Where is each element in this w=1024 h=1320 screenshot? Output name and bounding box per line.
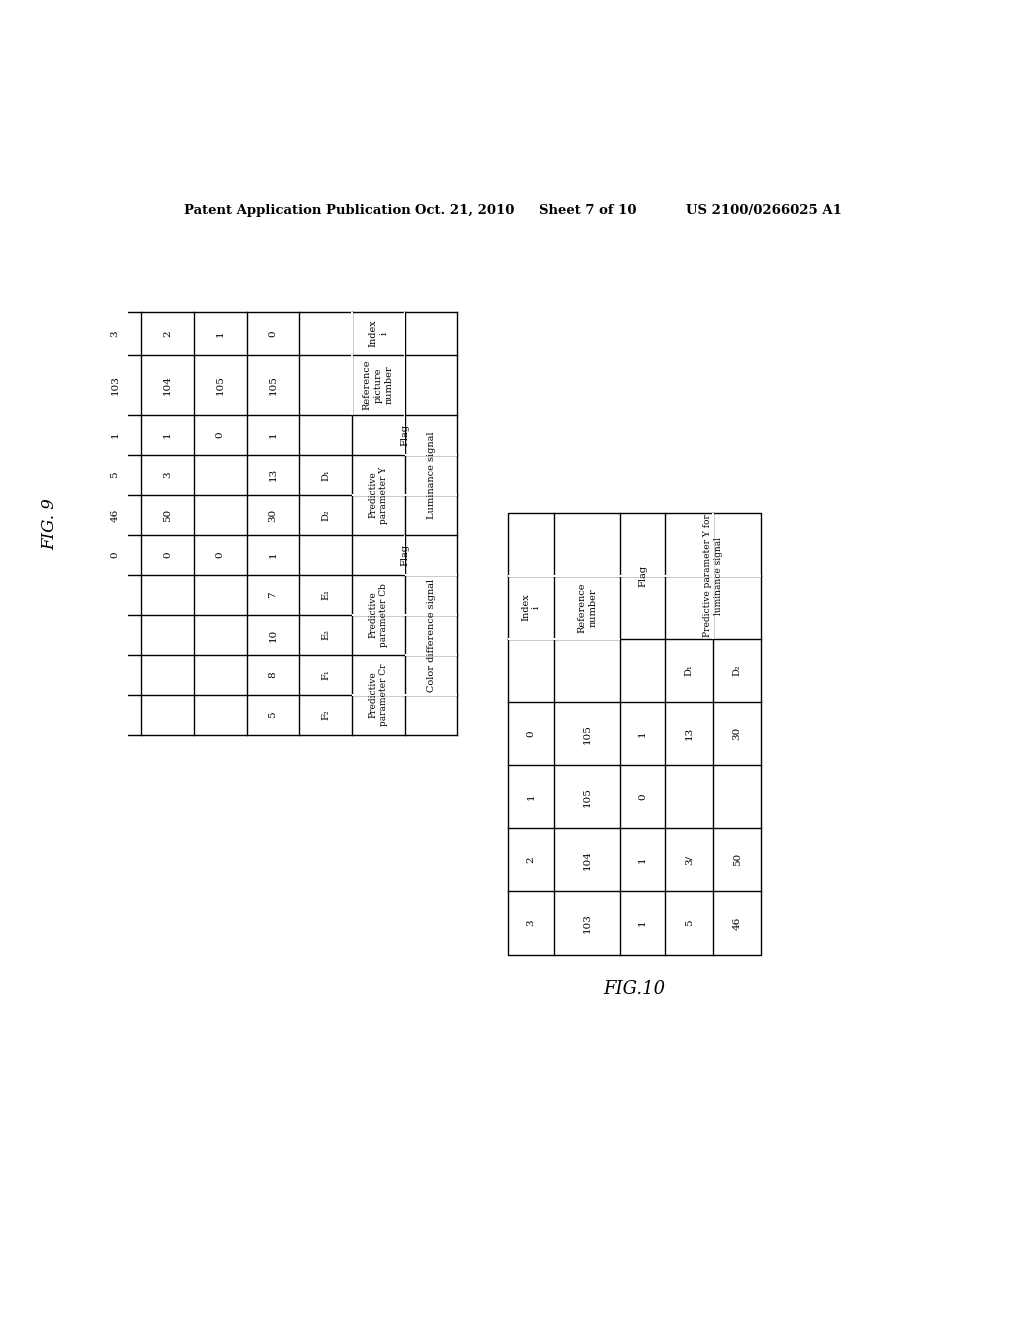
Bar: [621, 576, 665, 577]
Text: 1: 1: [638, 730, 647, 737]
Text: Color difference signal: Color difference signal: [427, 578, 435, 692]
Bar: [404, 655, 458, 656]
Bar: [665, 576, 761, 577]
Bar: [404, 494, 458, 496]
Bar: [404, 694, 458, 696]
Text: 2: 2: [526, 857, 536, 863]
Text: 13: 13: [685, 727, 693, 741]
Text: Patent Application Publication: Patent Application Publication: [183, 205, 411, 218]
Text: 5: 5: [685, 920, 693, 927]
Bar: [351, 313, 352, 414]
Bar: [404, 614, 458, 615]
Text: 0: 0: [111, 552, 120, 558]
Text: 3/: 3/: [685, 855, 693, 865]
Text: 0: 0: [638, 793, 647, 800]
Text: 5: 5: [268, 711, 278, 718]
Text: Flag: Flag: [400, 424, 410, 446]
Text: 30: 30: [732, 727, 741, 741]
Bar: [403, 535, 406, 576]
Text: US 2100/0266025 A1: US 2100/0266025 A1: [686, 205, 842, 218]
Text: Reference
number: Reference number: [578, 582, 597, 632]
Text: 46: 46: [732, 916, 741, 929]
Text: 3: 3: [111, 330, 120, 337]
Text: 10: 10: [268, 628, 278, 642]
Text: 50: 50: [732, 853, 741, 866]
Text: 0: 0: [526, 730, 536, 737]
Bar: [352, 694, 404, 696]
Text: FIG.10: FIG.10: [603, 981, 666, 998]
Bar: [404, 454, 458, 455]
Text: FIG. 9: FIG. 9: [41, 498, 58, 549]
Text: D₂: D₂: [322, 510, 330, 520]
Bar: [508, 638, 621, 640]
Text: Flag: Flag: [400, 544, 410, 566]
Text: 46: 46: [111, 508, 120, 521]
Text: 0: 0: [163, 552, 172, 558]
Text: Sheet 7 of 10: Sheet 7 of 10: [539, 205, 636, 218]
Text: 1: 1: [163, 432, 172, 438]
Text: Oct. 21, 2010: Oct. 21, 2010: [415, 205, 514, 218]
Text: F₁: F₁: [322, 669, 330, 680]
Text: D₁: D₁: [685, 664, 693, 676]
Text: 105: 105: [268, 375, 278, 395]
Bar: [508, 576, 621, 577]
Text: 105: 105: [216, 375, 224, 395]
Text: 1: 1: [216, 330, 224, 337]
Bar: [404, 574, 458, 576]
Text: Luminance signal: Luminance signal: [427, 432, 435, 519]
Text: 2: 2: [163, 330, 172, 337]
Text: Predictive
parameter Y: Predictive parameter Y: [369, 466, 388, 524]
Text: 105: 105: [583, 787, 592, 807]
Text: E₁: E₁: [322, 590, 330, 601]
Text: D₁: D₁: [322, 469, 330, 480]
Text: Flag: Flag: [638, 565, 647, 586]
Text: Predictive
parameter Cb: Predictive parameter Cb: [369, 583, 388, 647]
Bar: [508, 512, 761, 954]
Text: 0: 0: [268, 330, 278, 337]
Text: 13: 13: [268, 469, 278, 482]
Text: Predictive parameter Y for
luminance signal: Predictive parameter Y for luminance sig…: [703, 515, 723, 638]
Text: 0: 0: [216, 552, 224, 558]
Text: Reference
picture
number: Reference picture number: [362, 359, 394, 411]
Text: 103: 103: [583, 913, 592, 933]
Text: 3: 3: [526, 920, 536, 927]
Bar: [403, 414, 406, 455]
Text: Predictive
parameter Cr: Predictive parameter Cr: [369, 664, 388, 726]
Bar: [713, 512, 714, 639]
Text: 1: 1: [111, 432, 120, 438]
Text: 1: 1: [638, 920, 647, 927]
Text: 1: 1: [268, 552, 278, 558]
Text: F₂: F₂: [322, 710, 330, 721]
Text: 8: 8: [268, 672, 278, 678]
Text: 105: 105: [583, 723, 592, 743]
Text: 1: 1: [526, 793, 536, 800]
Text: 5: 5: [111, 471, 120, 478]
Text: 1: 1: [638, 857, 647, 863]
Text: 30: 30: [268, 508, 278, 521]
Text: Index
i: Index i: [521, 594, 541, 622]
Text: 7: 7: [268, 591, 278, 598]
Text: 1: 1: [268, 432, 278, 438]
Text: 104: 104: [163, 375, 172, 395]
Text: D₂: D₂: [732, 665, 741, 676]
Text: 0: 0: [216, 432, 224, 438]
Bar: [352, 614, 404, 615]
Text: 50: 50: [163, 508, 172, 521]
Text: 103: 103: [111, 375, 120, 395]
Text: 104: 104: [583, 850, 592, 870]
Text: Index
i: Index i: [369, 319, 388, 347]
Bar: [403, 313, 406, 414]
Text: 3: 3: [163, 471, 172, 478]
Bar: [352, 494, 404, 496]
Text: E₂: E₂: [322, 630, 330, 640]
